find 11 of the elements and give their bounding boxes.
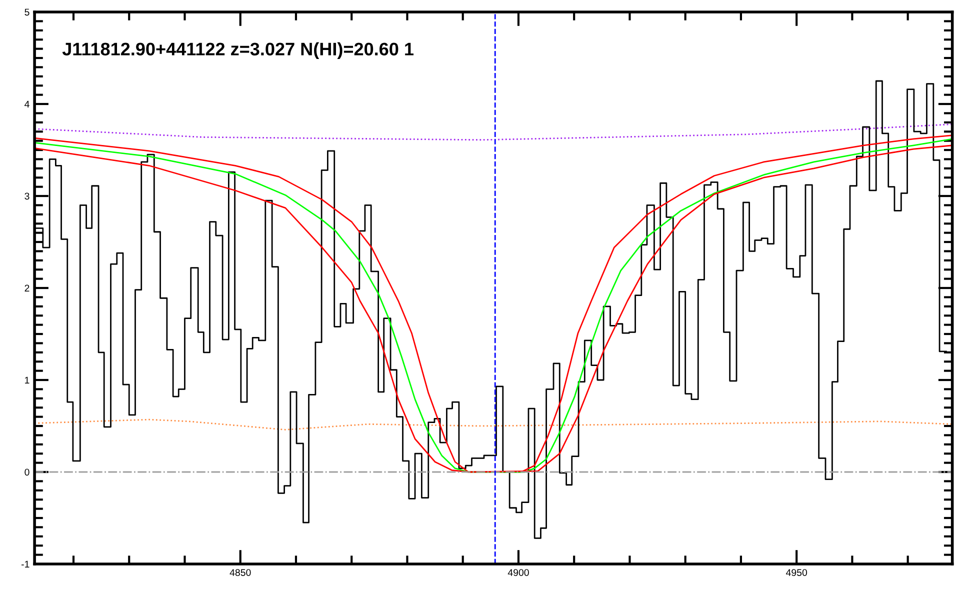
text: J111812.90+441122 z=3.027 N(HI)=20.60 1 — [62, 42, 414, 60]
y-tick-label: 0 — [24, 468, 30, 476]
x-tick-label: 4950 — [786, 569, 808, 576]
y-tick-label: 5 — [24, 8, 30, 16]
y-tick-label: 1 — [25, 376, 30, 384]
y-tick-label: -1 — [21, 560, 30, 568]
y-tick-label: 3 — [24, 192, 30, 200]
x-tick-label: 4900 — [508, 569, 529, 576]
y-tick-label: 4 — [24, 100, 30, 108]
x-tick-label: 4850 — [230, 569, 251, 576]
y-tick-label: 2 — [24, 284, 30, 292]
